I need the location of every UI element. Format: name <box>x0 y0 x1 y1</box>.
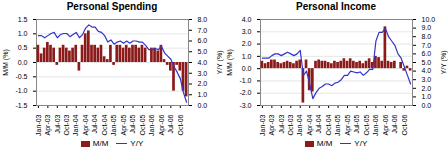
html-text:M/M: M/M <box>316 139 333 148</box>
svg-text:6.0: 6.0 <box>198 37 208 44</box>
svg-text:4.0: 4.0 <box>242 16 252 23</box>
svg-text:Jul-05: Jul-05 <box>129 114 136 133</box>
svg-text:Apr-06: Apr-06 <box>382 114 390 135</box>
svg-text:Apr-04: Apr-04 <box>82 114 90 135</box>
svg-text:2.0: 2.0 <box>198 80 208 87</box>
svg-text:4.0: 4.0 <box>198 59 208 66</box>
svg-text:7.0: 7.0 <box>198 26 208 33</box>
svg-text:Jul-03: Jul-03 <box>54 114 61 133</box>
svg-text:Jan-06: Jan-06 <box>372 114 379 136</box>
svg-text:0.0: 0.0 <box>198 102 208 109</box>
svg-text:Oct-06: Oct-06 <box>177 114 184 135</box>
svg-text:-1.5: -1.5 <box>15 102 27 109</box>
svg-text:Apr-03: Apr-03 <box>44 114 52 135</box>
svg-text:3.0: 3.0 <box>422 76 432 83</box>
svg-text:Jul-03: Jul-03 <box>278 114 285 133</box>
html-text:Y/Y: Y/Y <box>354 139 368 148</box>
svg-text:0.0: 0.0 <box>18 59 28 66</box>
svg-text:Jul-06: Jul-06 <box>391 114 398 133</box>
svg-text:8.0: 8.0 <box>198 16 208 23</box>
svg-text:3.0: 3.0 <box>242 28 252 35</box>
svg-text:1.0: 1.0 <box>422 93 432 100</box>
svg-text:Oct-04: Oct-04 <box>101 114 108 135</box>
svg-text:-2.0: -2.0 <box>239 89 251 96</box>
svg-text:Jan-05: Jan-05 <box>110 114 117 136</box>
html-text:Personal Income: Personal Income <box>296 1 376 12</box>
svg-text:6.0: 6.0 <box>422 50 432 57</box>
svg-text:Apr-05: Apr-05 <box>120 114 128 135</box>
svg-text:Jul-04: Jul-04 <box>315 114 322 133</box>
svg-text:Jan-03: Jan-03 <box>35 114 42 136</box>
svg-text:Oct-03: Oct-03 <box>63 114 70 135</box>
svg-text:Oct-04: Oct-04 <box>325 114 332 135</box>
svg-text:1.0: 1.0 <box>198 91 208 98</box>
svg-text:-1.0: -1.0 <box>239 77 251 84</box>
svg-text:M/M (%): M/M (%) <box>2 49 10 75</box>
svg-text:5.0: 5.0 <box>198 48 208 55</box>
html-text:M/M: M/M <box>92 139 109 148</box>
svg-text:Oct-03: Oct-03 <box>287 114 294 135</box>
svg-text:2.0: 2.0 <box>242 40 252 47</box>
svg-text:Oct-06: Oct-06 <box>401 114 408 135</box>
html-text:Y/Y: Y/Y <box>130 139 144 148</box>
svg-text:Jan-04: Jan-04 <box>72 114 79 136</box>
svg-text:Apr-06: Apr-06 <box>158 114 166 135</box>
svg-text:Jan-06: Jan-06 <box>148 114 155 136</box>
svg-text:5.0: 5.0 <box>422 59 432 66</box>
svg-text:M/M (%): M/M (%) <box>226 49 234 75</box>
svg-text:3.0: 3.0 <box>198 69 208 76</box>
svg-text:10.0: 10.0 <box>422 16 436 23</box>
svg-text:Apr-03: Apr-03 <box>268 114 276 135</box>
svg-text:-3.0: -3.0 <box>239 102 251 109</box>
svg-text:7.0: 7.0 <box>422 42 432 49</box>
svg-text:-0.5: -0.5 <box>15 73 27 80</box>
svg-text:Jan-04: Jan-04 <box>296 114 303 136</box>
svg-text:Jan-05: Jan-05 <box>334 114 341 136</box>
svg-text:Jul-05: Jul-05 <box>353 114 360 133</box>
svg-text:0.5: 0.5 <box>18 44 28 51</box>
svg-text:0.0: 0.0 <box>422 102 432 109</box>
svg-text:Y/Y (%): Y/Y (%) <box>440 51 448 75</box>
svg-text:1.0: 1.0 <box>18 30 28 37</box>
svg-text:-1.0: -1.0 <box>15 87 27 94</box>
svg-text:1.5: 1.5 <box>18 16 28 23</box>
svg-text:Apr-04: Apr-04 <box>306 114 314 135</box>
svg-text:Oct-05: Oct-05 <box>139 114 146 135</box>
svg-text:2.0: 2.0 <box>422 85 432 92</box>
svg-text:Y/Y (%): Y/Y (%) <box>216 51 224 75</box>
svg-text:4.0: 4.0 <box>422 67 432 74</box>
svg-text:9.0: 9.0 <box>422 24 432 31</box>
svg-text:0.0: 0.0 <box>242 65 252 72</box>
svg-text:Oct-05: Oct-05 <box>363 114 370 135</box>
html-text:Personal Spending: Personal Spending <box>66 1 158 12</box>
svg-text:Jan-03: Jan-03 <box>259 114 266 136</box>
svg-text:1.0: 1.0 <box>242 53 252 60</box>
svg-text:Apr-05: Apr-05 <box>344 114 352 135</box>
svg-text:Jul-06: Jul-06 <box>167 114 174 133</box>
svg-text:Jul-04: Jul-04 <box>91 114 98 133</box>
svg-text:8.0: 8.0 <box>422 33 432 40</box>
